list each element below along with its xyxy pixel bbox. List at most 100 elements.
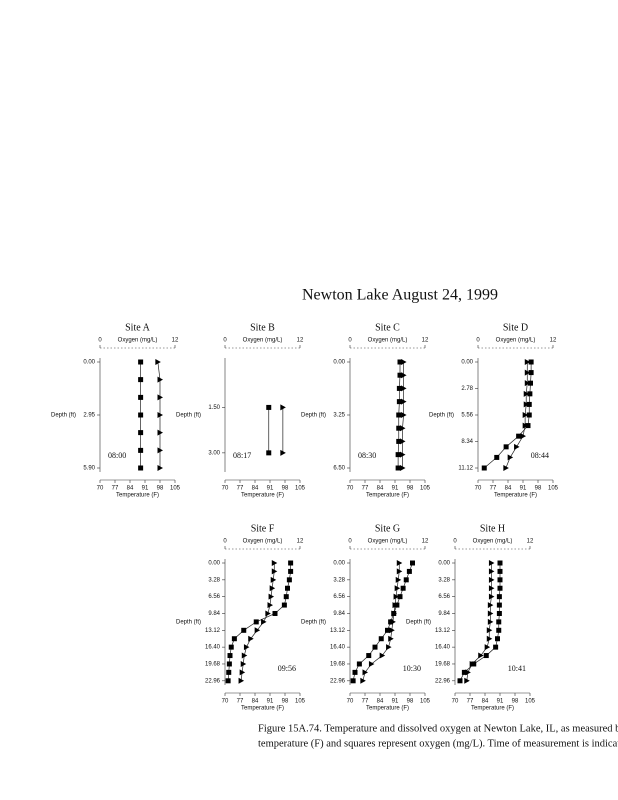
temperature-tick-label: 77 xyxy=(467,699,474,705)
site-title: Site D xyxy=(503,322,528,333)
oxygen-profile xyxy=(459,563,501,681)
depth-tick-label: 9.84 xyxy=(208,611,220,617)
temperature-marker xyxy=(390,618,396,625)
depth-tick-label: 22.96 xyxy=(205,678,221,684)
oxygen-axis-label: Oxygen (mg/L) xyxy=(496,338,536,344)
oxygen-axis-label: Oxygen (mg/L) xyxy=(368,539,408,545)
temperature-tick-label: 105 xyxy=(295,486,306,492)
temperature-marker xyxy=(389,627,395,634)
oxygen-tick-label: 0 xyxy=(223,539,227,545)
temperature-marker xyxy=(469,660,476,667)
time-label: 08:00 xyxy=(108,451,126,460)
temperature-marker xyxy=(157,447,163,454)
temperature-tick-label: 70 xyxy=(97,486,104,492)
temperature-marker xyxy=(157,394,163,401)
oxygen-marker xyxy=(226,669,232,675)
temperature-tick-label: 91 xyxy=(392,486,399,492)
oxygen-marker xyxy=(497,585,503,591)
depth-tick-label: 22.96 xyxy=(435,678,451,684)
temperature-tick-label: 84 xyxy=(482,699,489,705)
temperature-marker xyxy=(401,372,407,379)
oxygen-marker xyxy=(372,644,378,650)
oxygen-marker xyxy=(396,425,402,431)
depth-axis-label: Depth (ft) xyxy=(51,413,76,419)
depth-tick-label: 3.28 xyxy=(333,577,345,583)
oxygen-marker xyxy=(410,560,415,566)
depth-tick-label: 5.90 xyxy=(83,466,95,472)
temperature-tick-label: 98 xyxy=(282,486,289,492)
oxygen-marker xyxy=(396,412,402,418)
time-label: 08:30 xyxy=(358,451,376,460)
site-title: Site C xyxy=(375,322,400,333)
depth-axis-label: Depth (ft) xyxy=(301,620,326,626)
oxygen-marker xyxy=(138,430,144,436)
depth-tick-label: 9.84 xyxy=(333,611,345,617)
oxygen-marker xyxy=(350,678,356,684)
temperature-marker xyxy=(248,635,254,642)
temperature-marker xyxy=(157,412,163,418)
oxygen-marker xyxy=(138,465,144,471)
depth-tick-label: 13.12 xyxy=(330,628,346,634)
temperature-marker xyxy=(520,433,526,440)
oxygen-marker xyxy=(226,661,232,667)
temperature-tick-label: 98 xyxy=(407,699,414,705)
depth-tick-label: 5.56 xyxy=(461,413,473,419)
temperature-tick-label: 70 xyxy=(475,486,482,492)
oxygen-marker xyxy=(496,610,502,616)
depth-tick-label: 6.56 xyxy=(438,594,450,600)
temperature-marker xyxy=(386,644,392,651)
temperature-marker xyxy=(269,585,276,592)
depth-tick-label: 16.40 xyxy=(205,645,221,651)
oxygen-marker xyxy=(231,636,237,642)
temperature-tick-label: 70 xyxy=(452,699,459,705)
temperature-axis-label: Temperature (F) xyxy=(241,706,284,712)
oxygen-marker xyxy=(406,568,412,574)
oxygen-marker xyxy=(516,433,522,439)
temperature-tick-label: 105 xyxy=(525,699,536,705)
temperature-marker xyxy=(464,677,470,684)
oxygen-marker xyxy=(461,669,467,675)
depth-axis-label: Depth (ft) xyxy=(176,620,201,626)
depth-tick-label: 0.00 xyxy=(461,360,473,366)
temperature-tick-label: 91 xyxy=(520,486,527,492)
depth-tick-label: 3.28 xyxy=(208,577,220,583)
temperature-marker xyxy=(238,677,245,684)
temperature-marker xyxy=(478,652,484,659)
temperature-tick-label: 91 xyxy=(497,699,504,705)
temperature-marker xyxy=(254,627,261,634)
oxygen-marker xyxy=(288,568,294,574)
oxygen-marker xyxy=(526,401,532,407)
temperature-marker xyxy=(368,660,375,667)
temperature-marker xyxy=(271,560,278,566)
temperature-marker xyxy=(488,593,495,600)
oxygen-marker xyxy=(395,452,401,458)
temperature-marker xyxy=(522,412,529,418)
temperature-marker xyxy=(155,359,161,365)
depth-tick-label: 13.12 xyxy=(435,628,451,634)
temperature-axis-label: Temperature (F) xyxy=(471,706,514,712)
temperature-marker xyxy=(524,359,531,365)
temperature-marker xyxy=(268,593,275,600)
oxygen-axis-label: Oxygen (mg/L) xyxy=(118,338,158,344)
oxygen-marker xyxy=(396,385,402,391)
caption-line: temperature (F) and squares represent ox… xyxy=(258,738,618,749)
depth-tick-label: 19.68 xyxy=(435,662,451,668)
oxygen-marker xyxy=(396,399,402,405)
oxygen-marker xyxy=(356,661,362,667)
oxygen-marker xyxy=(493,644,499,650)
oxygen-marker xyxy=(253,619,259,625)
temperature-tick-label: 84 xyxy=(127,486,134,492)
oxygen-marker xyxy=(395,465,401,471)
depth-tick-label: 11.12 xyxy=(458,466,473,472)
temperature-marker xyxy=(394,585,401,592)
temperature-marker xyxy=(401,385,407,392)
depth-tick-label: 16.40 xyxy=(435,645,451,651)
oxygen-marker xyxy=(283,594,289,600)
oxygen-marker xyxy=(225,678,231,684)
temperature-marker xyxy=(360,677,366,684)
temperature-tick-label: 70 xyxy=(347,699,354,705)
temperature-marker xyxy=(362,669,368,676)
oxygen-marker xyxy=(138,394,144,400)
oxygen-marker xyxy=(281,602,287,608)
temperature-marker xyxy=(280,404,286,411)
